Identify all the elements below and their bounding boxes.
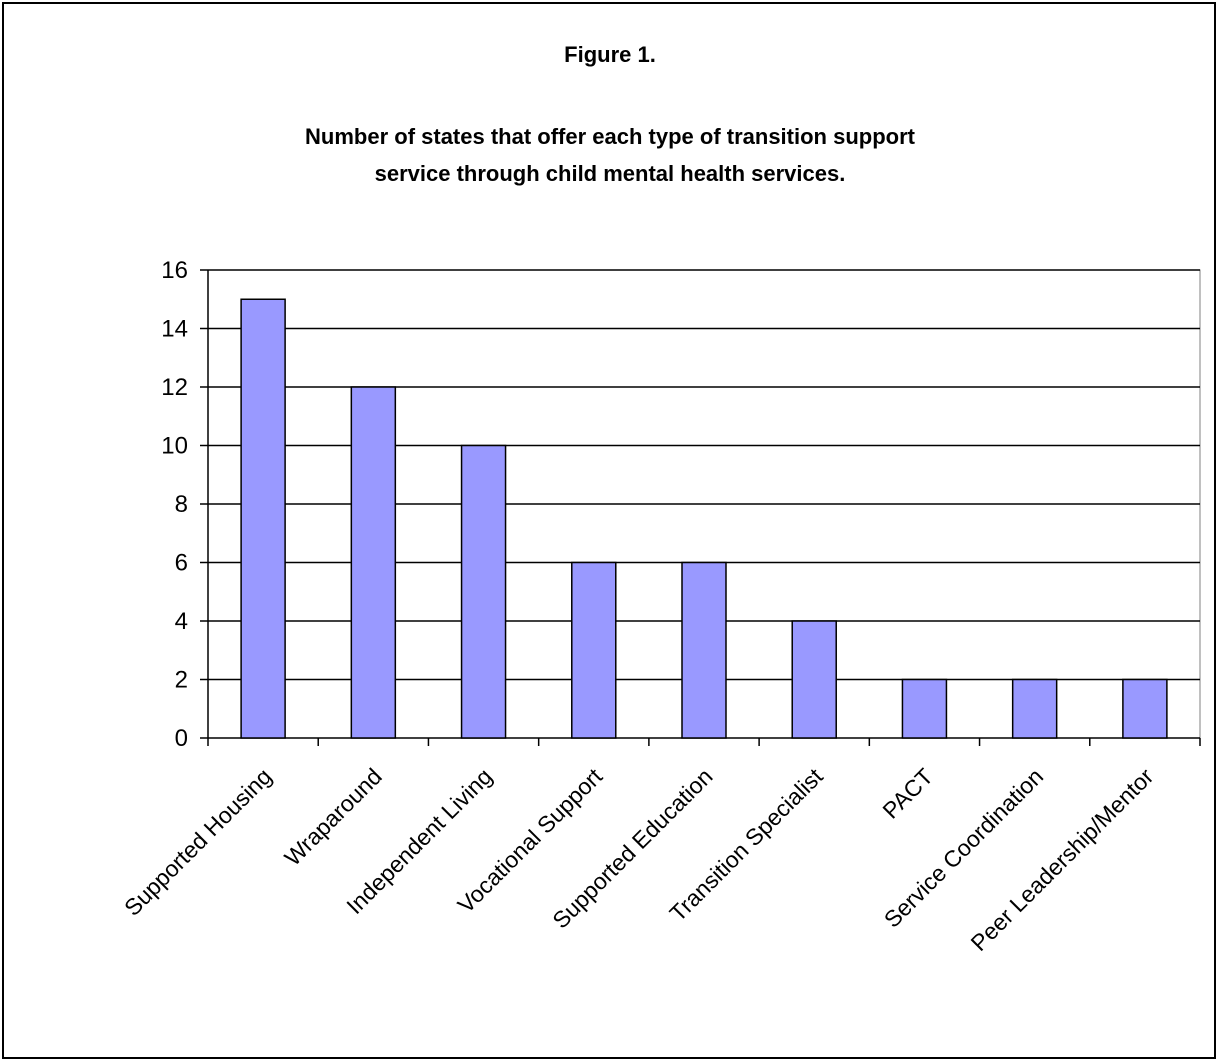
x-category-label: Wraparound: [279, 763, 387, 871]
chart-title-line-1: Number of states that offer each type of…: [305, 124, 915, 149]
y-tick-label: 12: [161, 374, 188, 401]
y-tick-label: 8: [175, 491, 188, 518]
y-tick-label: 2: [175, 667, 188, 694]
bar: [791, 620, 837, 739]
y-tick-label: 16: [161, 257, 188, 284]
chart-title-line-2: service through child mental health serv…: [374, 161, 846, 186]
bar: [1011, 678, 1058, 739]
bar: [240, 298, 286, 739]
bar: [1122, 678, 1168, 739]
bar: [901, 678, 948, 739]
x-category-label: Supported Housing: [119, 763, 277, 921]
chart-title: Number of states that offer each type of…: [0, 118, 1220, 192]
y-tick-label: 14: [161, 316, 188, 343]
y-tick-label: 4: [175, 608, 188, 635]
y-tick-label: 10: [161, 433, 188, 460]
bar: [350, 386, 397, 739]
x-category-label: Peer Leadership/Mentor: [966, 763, 1159, 956]
y-tick-label: 6: [175, 550, 188, 577]
bar: [571, 561, 617, 739]
figure-label: Figure 1.: [564, 42, 656, 67]
y-tick-label: 0: [175, 725, 188, 752]
bar: [681, 561, 727, 739]
bar: [460, 444, 507, 739]
x-category-label: PACT: [877, 763, 938, 824]
